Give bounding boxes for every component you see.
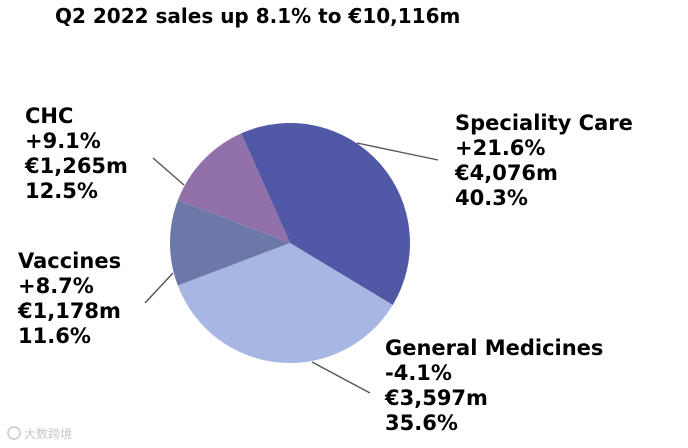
label-speciality-care: Speciality Care +21.6% €4,076m 40.3%: [454, 111, 633, 210]
leader-line-chc: [152, 157, 185, 186]
slice-general-medicines: [177, 243, 393, 363]
leader-line-speciality-care: [356, 142, 439, 161]
label-general-medicines-growth: -4.1%: [385, 361, 452, 385]
label-vaccines-share: 11.6%: [18, 324, 91, 348]
pie-slices: [170, 122, 411, 363]
label-speciality-care-growth: +21.6%: [455, 136, 545, 160]
label-general-medicines-share: 35.6%: [385, 411, 458, 435]
label-vaccines-name: Vaccines: [18, 249, 121, 273]
label-general-medicines-sales: €3,597m: [384, 386, 488, 410]
leader-line-vaccines: [144, 272, 174, 304]
watermark-text: 大数跨境: [24, 426, 72, 441]
label-speciality-care-name: Speciality Care: [455, 111, 633, 135]
label-general-medicines-name: General Medicines: [385, 336, 603, 360]
chart-title: Q2 2022 sales up 8.1% to €10,116m: [55, 4, 460, 28]
label-speciality-care-share: 40.3%: [455, 186, 528, 210]
label-chc-share: 12.5%: [25, 179, 98, 203]
label-general-medicines: General Medicines -4.1% €3,597m 35.6%: [384, 336, 603, 435]
label-vaccines-sales: €1,178m: [17, 299, 121, 323]
slice-speciality-care: [241, 122, 411, 305]
label-vaccines: Vaccines +8.7% €1,178m 11.6%: [17, 249, 121, 348]
label-chc-name: CHC: [25, 104, 73, 128]
label-speciality-care-sales: €4,076m: [454, 161, 558, 185]
label-chc-sales: €1,265m: [24, 154, 128, 178]
watermark: 大数跨境: [7, 426, 72, 441]
slice-chc: [177, 133, 290, 243]
label-chc: CHC +9.1% €1,265m 12.5%: [24, 104, 128, 203]
leader-line-general-medicines: [311, 361, 371, 394]
watermark-logo-icon: [7, 426, 21, 440]
leader-lines: [144, 142, 439, 394]
label-vaccines-growth: +8.7%: [18, 274, 94, 298]
label-chc-growth: +9.1%: [25, 129, 101, 153]
slice-labels: Speciality Care +21.6% €4,076m 40.3% General…: [17, 104, 633, 435]
slice-vaccines: [170, 200, 290, 286]
